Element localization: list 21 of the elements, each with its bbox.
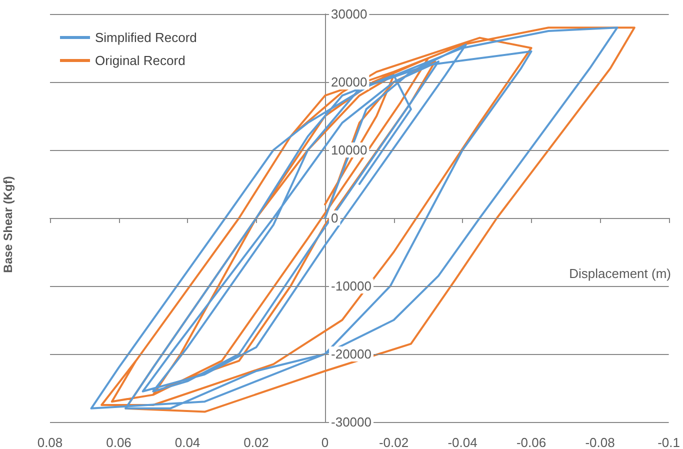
x-tick-label: 0.04: [174, 435, 200, 449]
x-tick-label: 0.02: [244, 435, 269, 449]
x-tick-label: 0.08: [37, 435, 63, 449]
x-tick-label: -0.08: [585, 435, 615, 449]
y-tick-label: -30000: [331, 414, 372, 430]
legend-label: Original Record: [95, 53, 186, 68]
y-tick-label: 30000: [331, 6, 368, 22]
y-tick-label: -10000: [331, 278, 372, 294]
x-tick-label: -0.06: [516, 435, 546, 449]
y-tick-label: 0: [331, 210, 338, 226]
y-tick-label: -20000: [331, 346, 372, 362]
y-tick-label: 10000: [331, 142, 368, 158]
x-tick-label: 0: [321, 435, 329, 449]
x-tick-label: -0.04: [448, 435, 478, 449]
x-tick-label: -0.1: [658, 435, 680, 449]
legend-label: Simplified Record: [95, 30, 197, 45]
x-tick-label: -0.02: [378, 435, 409, 449]
y-axis-title: Base Shear (Kgf): [1, 176, 15, 273]
x-tick-label: 0.06: [106, 435, 132, 449]
x-axis-title: Displacement (m): [569, 266, 672, 281]
y-tick-label: 20000: [331, 74, 368, 90]
